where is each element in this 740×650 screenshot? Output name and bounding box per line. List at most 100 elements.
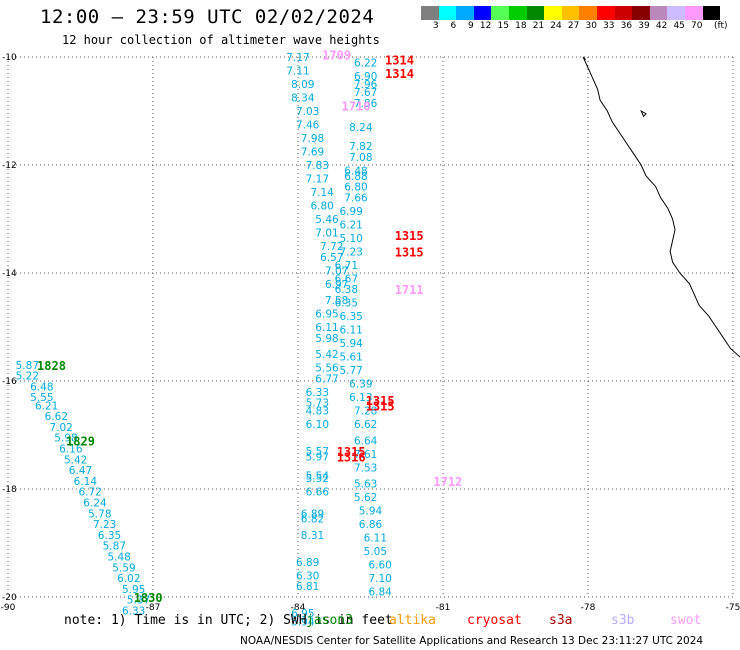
pass-time-label: 1315 [337, 445, 366, 459]
wave-height-value: 6.71 [335, 260, 358, 272]
mission-s3b: s3b [611, 613, 635, 628]
wave-height-value: 7.10 [368, 573, 391, 585]
color-scale-label: 6 [450, 21, 457, 31]
wave-height-value: 7.53 [354, 462, 377, 474]
color-swatch [544, 6, 562, 20]
wave-height-value: 6.95 [315, 309, 338, 321]
wave-height-value: 6.38 [335, 284, 358, 296]
wave-height-value: 7.58 [325, 295, 348, 307]
pass-time-label: 1828 [37, 359, 66, 373]
wave-height-value: 5.98 [315, 333, 338, 345]
color-swatch [561, 6, 580, 20]
wave-height-value: 6.81 [296, 581, 319, 593]
wave-height-value: 5.10 [339, 233, 362, 245]
mission-altika: altika [389, 613, 436, 628]
wave-height-value: 6.22 [354, 57, 377, 69]
color-swatch [508, 6, 527, 20]
wave-height-value: 6.35 [98, 530, 121, 542]
wave-height-value: 5.61 [339, 352, 362, 364]
y-tick-label: -12 [2, 161, 17, 171]
color-swatch [456, 6, 474, 20]
y-tick-label: -14 [2, 269, 17, 279]
wave-height-value: 7.02 [49, 422, 72, 434]
color-scale-label: 3 [432, 21, 439, 31]
wave-height-value: 6.33 [122, 606, 145, 618]
pass-time-label: 1710 [342, 100, 371, 114]
color-swatch [667, 6, 685, 20]
color-swatch [526, 6, 545, 20]
color-scale-label: 70 [691, 21, 703, 31]
wave-height-value: 7.66 [344, 192, 368, 204]
wave-height-value: 7.28 [354, 406, 377, 418]
color-swatch [684, 6, 703, 20]
color-scale-label: 45 [673, 21, 685, 31]
wave-height-value: 6.86 [359, 519, 383, 531]
wave-height-value: 8.24 [349, 122, 373, 134]
page-title: 12:00 – 23:59 UTC 02/02/2024 [40, 6, 375, 28]
wave-height-value: 6.80 [344, 182, 367, 194]
pass-time-label: 1316 [337, 451, 366, 465]
color-scale-label: 36 [620, 21, 633, 31]
wave-height-value: 6.10 [306, 419, 329, 431]
wave-height-value: 6.30 [296, 570, 319, 582]
wave-height-value: 7.61 [354, 449, 377, 461]
color-swatch [438, 6, 457, 20]
wave-height-value: 7.03 [296, 106, 319, 118]
mission-swot: swot [670, 613, 702, 628]
pass-time-label: 1712 [433, 475, 462, 489]
credit-line: NOAA/NESDIS Center for Satellite Applica… [240, 635, 704, 647]
pass-time-label: 1830 [134, 591, 163, 605]
y-tick-label: -20 [2, 593, 17, 603]
color-scale-label: 24 [550, 21, 562, 31]
wave-height-value: 6.82 [301, 514, 324, 526]
wave-height-value: 7.17 [286, 52, 309, 64]
color-swatch [632, 6, 650, 20]
pass-time-label: 1314 [385, 67, 414, 81]
x-tick-label: -87 [146, 603, 161, 613]
color-scale-labels: 3 6 9 12 15 18 21 24 27 30 33 36 39 42 45 70 [421, 21, 703, 31]
color-scale-label: 21 [532, 21, 545, 31]
wave-height-value: 6.72 [78, 487, 101, 499]
color-swatch [614, 6, 633, 20]
wave-height-value: 6.89 [296, 557, 319, 569]
wave-height-value: 6.67 [335, 273, 358, 285]
color-scale-label: 30 [585, 21, 597, 31]
wave-height-value: 7.07 [325, 265, 348, 277]
coastline-tail [582, 56, 586, 61]
color-scale-label: 27 [567, 21, 580, 31]
wave-height-value: 6.89 [301, 508, 324, 520]
wave-height-value: 6.11 [315, 322, 338, 334]
wave-height-value: 6.57 [320, 252, 343, 264]
wave-height-value: 5.87 [103, 541, 126, 553]
pass-time-label: 1314 [385, 54, 414, 68]
wave-height-value: 6.02 [117, 573, 140, 585]
color-scale-unit: (ft) [714, 21, 728, 31]
pass-time-label: 1315 [395, 245, 424, 259]
wave-height-value: 5.56 [315, 363, 339, 375]
y-tick-label: -18 [2, 485, 17, 495]
island-outline [640, 109, 647, 118]
wave-height-value: 5.77 [339, 365, 362, 377]
wave-height-value: 5.98 [54, 433, 77, 445]
wave-height-value: 6.21 [35, 400, 58, 412]
wave-height-value: 5.37 [127, 595, 150, 607]
color-swatch [579, 6, 597, 20]
x-tick-label: -75 [726, 603, 740, 613]
wave-height-value: 7.23 [93, 519, 116, 531]
wave-height-value: 6.60 [368, 560, 391, 572]
wave-height-value: 5.05 [364, 546, 387, 558]
wave-height-value: 7.69 [301, 147, 324, 159]
color-scale-label: 15 [497, 21, 509, 31]
wave-height-value: 6.39 [349, 379, 372, 391]
wave-height-value: 5.63 [354, 479, 377, 491]
wave-height-value: 7.83 [306, 160, 329, 172]
pass-time-label: 1711 [395, 283, 424, 297]
y-tick-label: -16 [2, 377, 17, 387]
wave-height-value: 8.34 [291, 93, 315, 105]
wave-height-value: 7.96 [354, 79, 378, 91]
color-swatch [473, 6, 492, 20]
mission-legend: jason3 altika cryosat s3a s3b swot [0, 613, 740, 631]
color-swatch [596, 6, 615, 20]
wave-height-value: 6.80 [310, 201, 333, 213]
